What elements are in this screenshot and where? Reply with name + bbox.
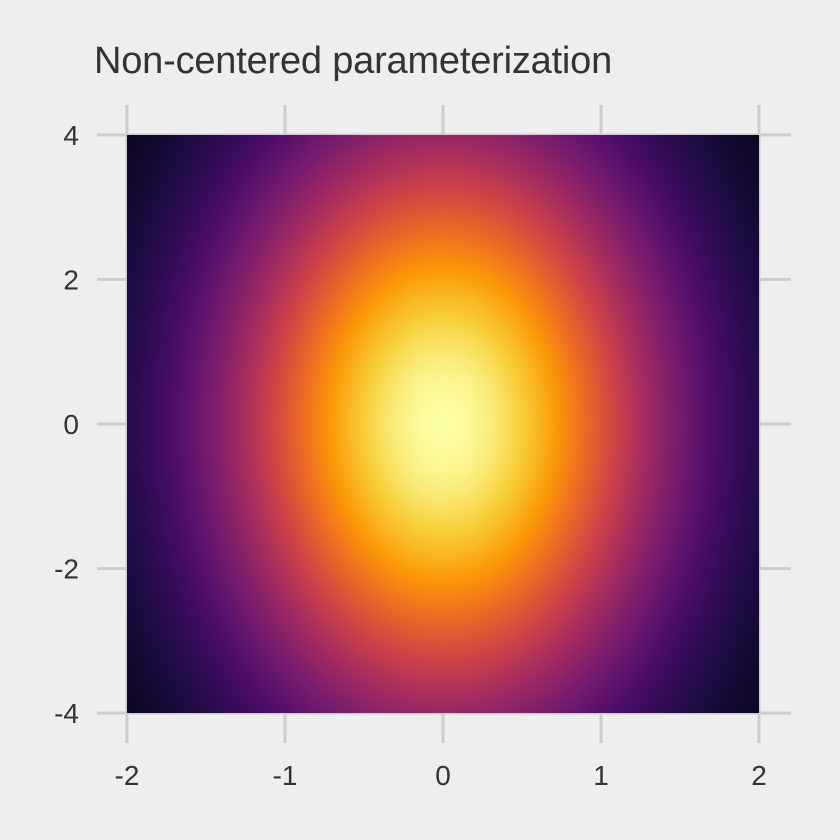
heatmap-area — [127, 135, 759, 713]
x-tick-label: 0 — [435, 760, 451, 791]
x-tick-label: 2 — [751, 760, 767, 791]
chart-title: Non-centered parameterization — [94, 40, 613, 82]
y-tick-label: -4 — [54, 698, 79, 729]
y-tick-label: 2 — [63, 265, 79, 296]
y-tick-label: 0 — [63, 409, 79, 440]
x-tick-label: -2 — [115, 760, 140, 791]
y-tick-label: 4 — [63, 120, 79, 151]
x-tick-label: 1 — [593, 760, 609, 791]
y-tick-label: -2 — [54, 554, 79, 585]
heatmap-raster — [127, 135, 759, 713]
tick-labels: -2 -1 0 1 2 -4 -2 0 2 4 — [54, 120, 767, 791]
x-tick-label: -1 — [273, 760, 298, 791]
